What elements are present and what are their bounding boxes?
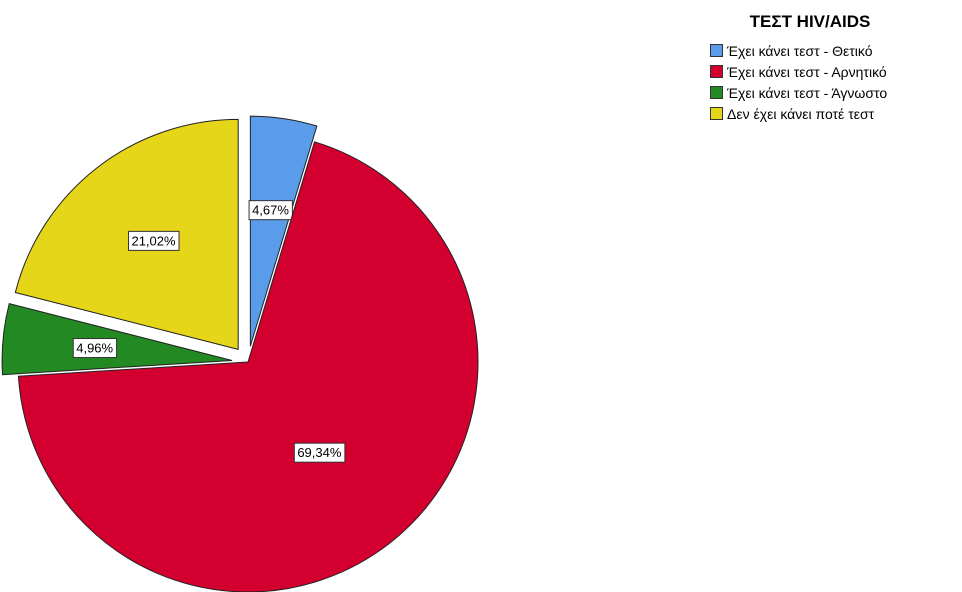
legend-item: Έχει κάνει τεστ - Θετικό [710, 40, 950, 61]
chart-title: ΤΕΣΤ HIV/AIDS [749, 12, 871, 31]
legend: ΤΕΣΤ HIV/AIDS Έχει κάνει τεστ - Θετικό Έχ… [710, 12, 950, 124]
legend-label: Έχει κάνει τεστ - Θετικό [727, 42, 873, 59]
slice-data-label: 4,67% [248, 200, 293, 221]
legend-swatch [710, 44, 723, 57]
slice-label-box [293, 442, 346, 463]
legend-item: Δεν έχει κάνει ποτέ τεστ [710, 103, 950, 124]
slice-data-label: 21,02% [127, 230, 180, 251]
slice-data-label: 4,96% [72, 338, 118, 359]
slice-label-text: 4,96% [76, 341, 113, 356]
slice-label-box [72, 338, 118, 359]
legend-item: Έχει κάνει τεστ - Άγνωστο [710, 82, 950, 103]
pie-slice [249, 115, 318, 347]
slice-label-text: 21,02% [131, 233, 176, 248]
legend-items: Έχει κάνει τεστ - Θετικό Έχει κάνει τεστ … [710, 40, 950, 124]
slice-label-text: 4,67% [252, 203, 289, 218]
slice-label-box [248, 200, 293, 221]
legend-label: Έχει κάνει τεστ - Άγνωστο [727, 84, 888, 101]
pie-slice [17, 141, 479, 592]
legend-label: Δεν έχει κάνει ποτέ τεστ [727, 105, 875, 122]
slice-data-label: 69,34% [293, 442, 346, 463]
slice-label-text: 69,34% [297, 445, 342, 460]
legend-swatch [710, 65, 723, 78]
slice-label-box [127, 230, 180, 251]
legend-swatch [710, 107, 723, 120]
legend-swatch [710, 86, 723, 99]
legend-item: Έχει κάνει τεστ - Αρνητικό [710, 61, 950, 82]
legend-label: Έχει κάνει τεστ - Αρνητικό [727, 63, 887, 80]
pie-slice [1, 302, 233, 376]
pie-slice [14, 118, 239, 351]
